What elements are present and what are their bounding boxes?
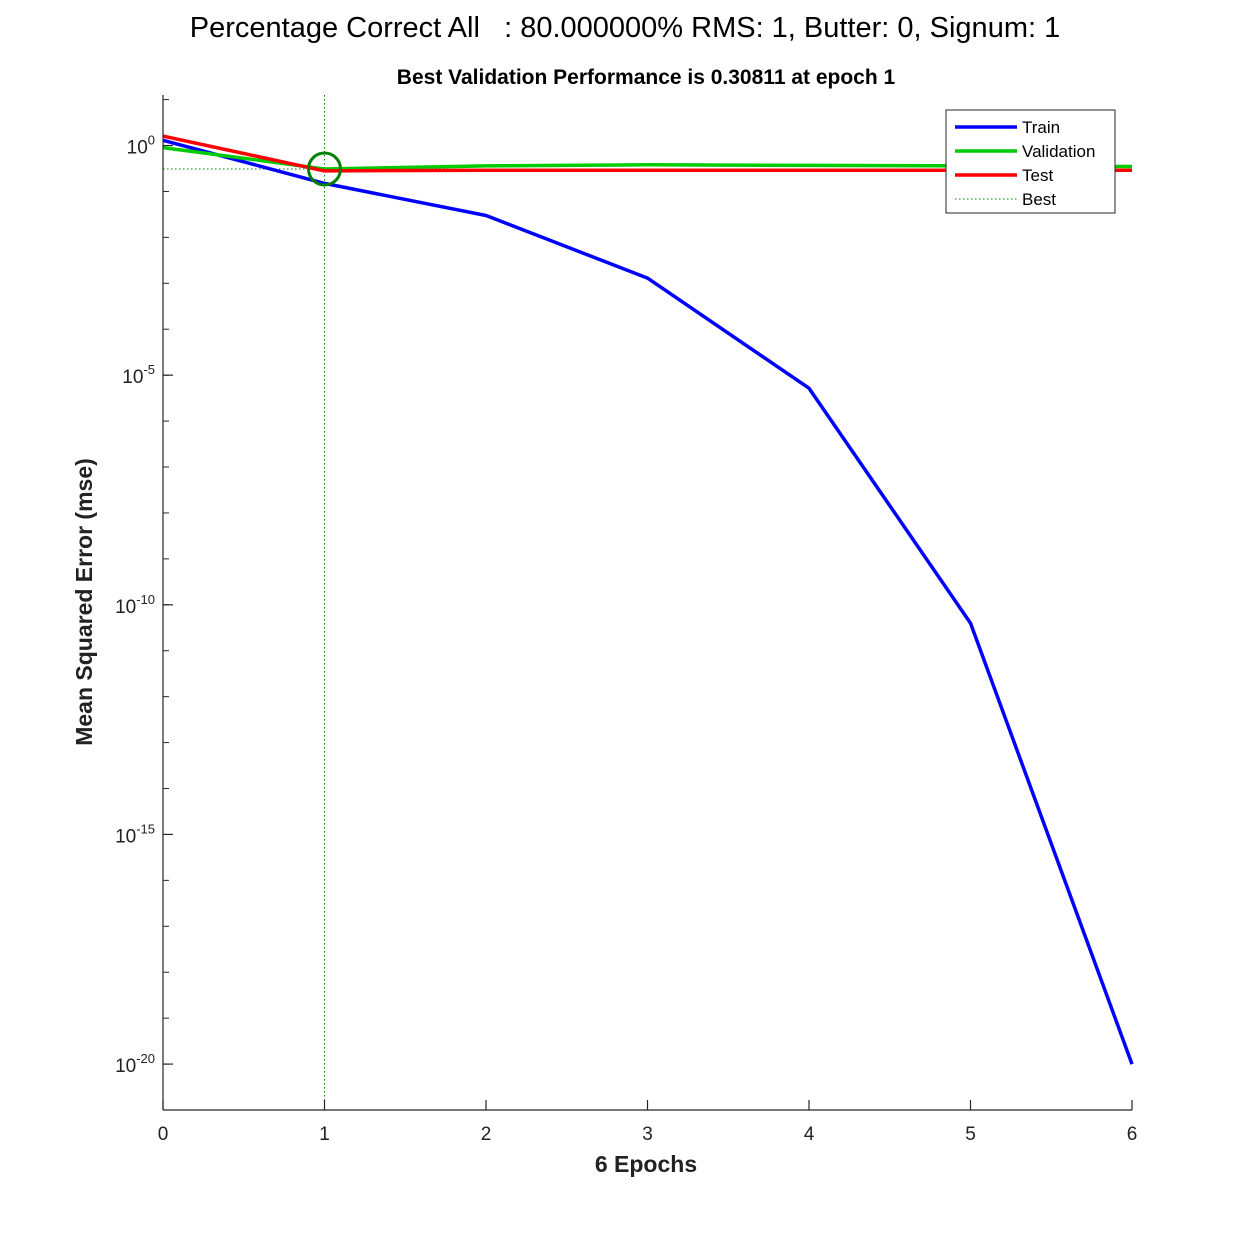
x-tick-label: 2 bbox=[481, 1124, 492, 1145]
y-tick-base: 10 bbox=[122, 367, 143, 388]
y-tick-exponent: -20 bbox=[136, 1051, 155, 1066]
y-tick-label: 10-15 bbox=[115, 821, 155, 847]
x-axis-label: 6 Epochs bbox=[595, 1151, 697, 1177]
y-axis-label: Mean Squared Error (mse) bbox=[71, 458, 97, 746]
x-tick-label: 1 bbox=[319, 1124, 330, 1145]
legend-label-validation: Validation bbox=[1022, 142, 1095, 161]
series-line-train bbox=[162, 138, 1134, 1065]
y-tick-exponent: -10 bbox=[136, 592, 155, 607]
y-tick-label: 100 bbox=[127, 133, 155, 159]
x-tick-label: 0 bbox=[158, 1124, 169, 1145]
legend-label-best: Best bbox=[1022, 190, 1056, 209]
legend-label-train: Train bbox=[1022, 118, 1060, 137]
y-tick-base: 10 bbox=[115, 1056, 136, 1077]
best-marker-layer bbox=[307, 151, 342, 187]
x-tick-label: 4 bbox=[804, 1124, 815, 1145]
legend: Train Validation Test Best bbox=[945, 109, 1116, 214]
x-ticks: 0 1 2 3 4 5 6 bbox=[158, 1100, 1138, 1145]
figure-title: Percentage Correct All : 80.000000% RMS:… bbox=[189, 12, 1061, 44]
y-tick-exponent: -15 bbox=[136, 821, 155, 836]
plot-title: Best Validation Performance is 0.30811 a… bbox=[397, 66, 896, 89]
best-marker bbox=[307, 151, 342, 187]
x-tick-label: 5 bbox=[965, 1124, 976, 1145]
y-tick-exponent: 0 bbox=[148, 133, 155, 148]
y-tick-label: 10-5 bbox=[122, 362, 155, 388]
y-tick-label: 10-10 bbox=[115, 592, 155, 618]
y-tick-label: 10-20 bbox=[115, 1051, 155, 1077]
x-tick-label: 6 bbox=[1127, 1124, 1138, 1145]
y-tick-exponent: -5 bbox=[143, 362, 155, 377]
x-tick-label: 3 bbox=[642, 1124, 653, 1145]
legend-label-test: Test bbox=[1022, 166, 1053, 185]
y-tick-base: 10 bbox=[127, 138, 148, 159]
plot-area bbox=[163, 95, 1132, 1110]
y-tick-base: 10 bbox=[115, 597, 136, 618]
y-tick-base: 10 bbox=[115, 826, 136, 847]
